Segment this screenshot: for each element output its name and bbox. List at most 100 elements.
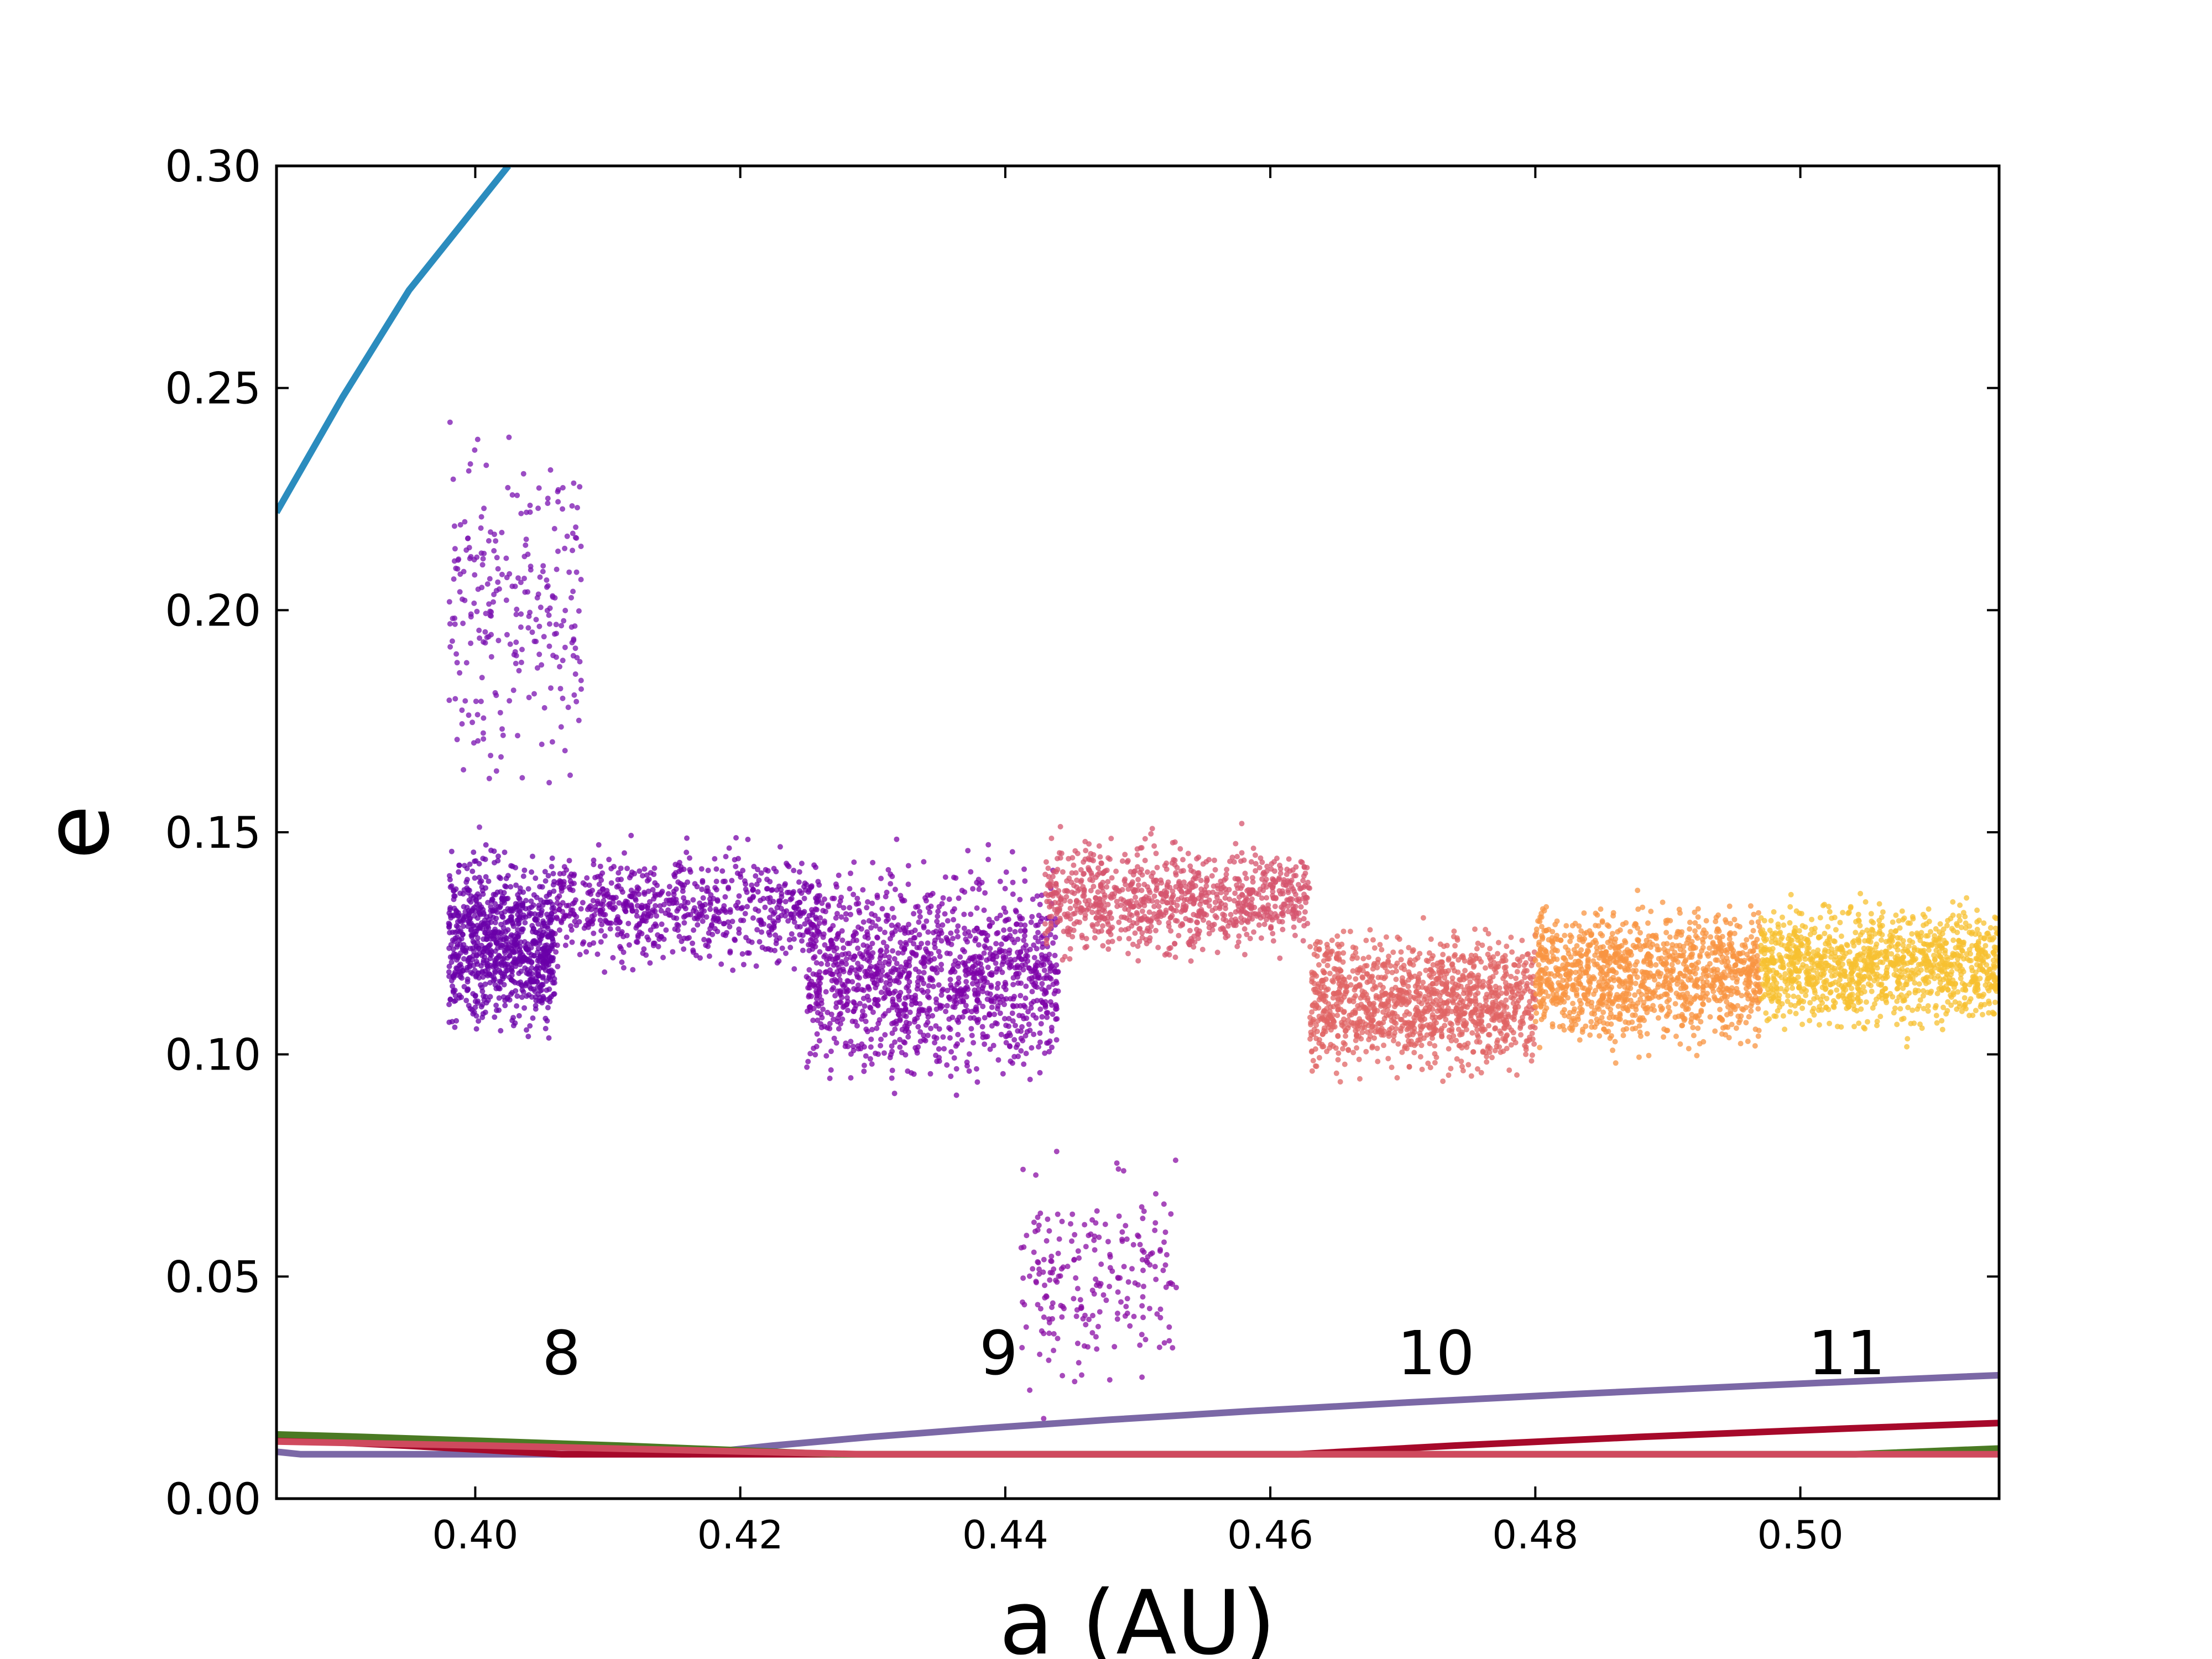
scatter-point	[555, 548, 561, 554]
scatter-point	[886, 958, 892, 964]
scatter-points	[446, 419, 1999, 1422]
scatter-point	[997, 878, 1003, 884]
scatter-point	[1112, 1344, 1118, 1350]
scatter-point	[1151, 877, 1157, 883]
scatter-point	[830, 971, 836, 977]
scatter-point	[447, 997, 453, 1002]
scatter-point	[451, 523, 457, 529]
scatter-point	[538, 912, 544, 918]
scatter-point	[1508, 935, 1514, 940]
scatter-point	[1007, 926, 1013, 932]
scatter-point	[906, 979, 912, 985]
scatter-point	[499, 910, 504, 916]
scatter-point	[1504, 943, 1510, 950]
scatter-point	[1286, 856, 1292, 862]
scatter-point	[1068, 1221, 1073, 1227]
scatter-point	[1098, 860, 1104, 867]
scatter-point	[1003, 1034, 1009, 1040]
scatter-point	[487, 980, 493, 985]
scatter-point	[955, 963, 961, 969]
scatter-point	[514, 931, 520, 937]
scatter-point	[938, 967, 945, 973]
scatter-point	[1214, 950, 1220, 956]
scatter-point	[804, 1064, 810, 1070]
scatter-point	[1353, 976, 1359, 982]
scatter-point	[764, 877, 770, 883]
scatter-point	[1066, 855, 1072, 862]
scatter-point	[1042, 921, 1048, 927]
scatter-point	[1026, 976, 1032, 982]
scatter-point	[1031, 966, 1037, 972]
scatter-point	[848, 1051, 854, 1057]
scatter-point	[829, 987, 835, 993]
scatter-point	[591, 930, 597, 936]
scatter-point	[498, 945, 504, 950]
scatter-point	[893, 1021, 899, 1027]
scatter-point	[1519, 937, 1525, 943]
scatter-point	[998, 994, 1004, 999]
scatter-point	[503, 896, 509, 902]
scatter-point	[869, 919, 875, 925]
scatter-point	[549, 739, 555, 745]
scatter-point	[515, 927, 521, 933]
scatter-point	[483, 874, 489, 880]
scatter-point	[488, 654, 494, 660]
scatter-point	[471, 557, 477, 563]
scatter-point	[1290, 886, 1296, 892]
scatter-point	[1072, 848, 1078, 854]
scatter-point	[1145, 925, 1151, 931]
scatter-point	[1032, 935, 1039, 941]
scatter-point	[482, 1009, 488, 1015]
scatter-point	[1395, 1041, 1401, 1047]
scatter-point	[868, 1036, 874, 1042]
scatter-point	[610, 954, 616, 961]
scatter-point	[1131, 1313, 1137, 1319]
scatter-point	[1360, 956, 1366, 962]
scatter-point	[600, 891, 606, 897]
scatter-point	[836, 931, 842, 937]
scatter-point	[523, 542, 529, 548]
scatter-point	[800, 947, 806, 953]
scatter-point	[652, 893, 658, 899]
scatter-point	[1069, 870, 1075, 876]
scatter-point	[1009, 1060, 1015, 1066]
scatter-point	[562, 545, 568, 551]
scatter-point	[573, 569, 580, 575]
scatter-point	[963, 979, 969, 985]
scatter-point	[651, 865, 658, 871]
scatter-point	[1031, 1249, 1037, 1255]
scatter-point	[1194, 870, 1201, 876]
scatter-point	[1167, 884, 1173, 890]
scatter-point	[1298, 859, 1304, 865]
scatter-point	[912, 966, 919, 972]
scatter-point	[898, 940, 904, 946]
scatter-point	[512, 1020, 518, 1026]
scatter-point	[1153, 1191, 1159, 1197]
scatter-point	[1018, 1003, 1024, 1009]
scatter-point	[468, 611, 474, 617]
scatter-point	[572, 623, 578, 629]
scatter-point	[766, 915, 773, 921]
scatter-point	[797, 888, 803, 894]
scatter-point	[480, 906, 486, 912]
scatter-point	[1239, 919, 1245, 925]
scatter-point	[812, 983, 818, 989]
scatter-point	[1039, 915, 1045, 921]
scatter-point	[567, 772, 573, 778]
scatter-point	[1022, 995, 1029, 1001]
scatter-point	[1050, 982, 1056, 987]
scatter-point	[722, 894, 728, 900]
scatter-point	[858, 1046, 864, 1052]
scatter-point	[779, 894, 785, 900]
scatter-point	[602, 933, 608, 939]
scatter-point	[927, 1071, 933, 1077]
scatter-point	[1058, 1266, 1065, 1272]
scatter-point	[529, 629, 535, 635]
scatter-point	[551, 526, 557, 531]
scatter-point	[546, 612, 552, 618]
scatter-point	[1214, 894, 1220, 900]
scatter-point	[892, 886, 898, 893]
scatter-point	[925, 1019, 931, 1025]
scatter-point	[1092, 935, 1098, 941]
scatter-point	[1038, 1021, 1044, 1027]
